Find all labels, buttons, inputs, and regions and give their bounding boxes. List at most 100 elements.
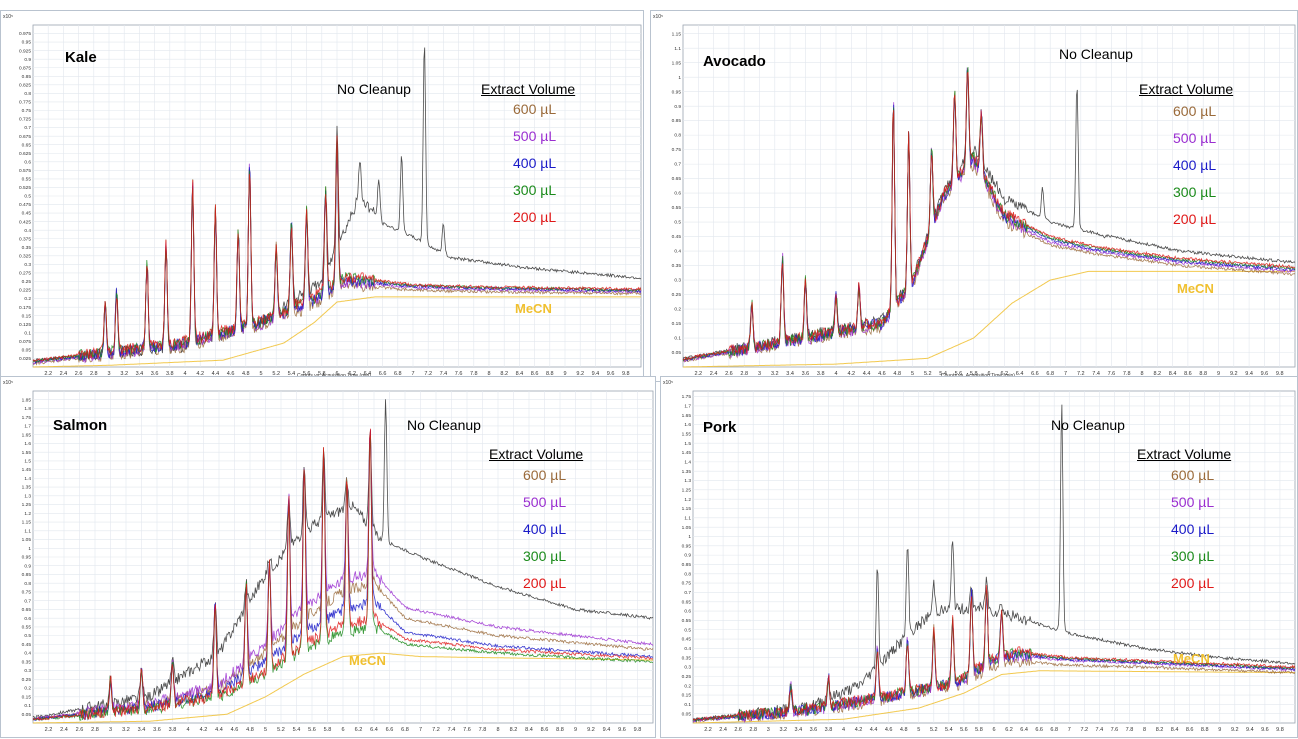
x-tick-label: 4.8 [242, 371, 250, 377]
series-line-nocleanup [32, 399, 654, 719]
y-multiplier: x10⁵ [3, 14, 14, 20]
y-tick-label: 1.45 [682, 450, 692, 456]
y-tick-label: 1.55 [22, 450, 32, 456]
x-tick-label: 3.2 [120, 371, 128, 377]
x-tick-label: 8.8 [546, 371, 554, 377]
x-tick-label: 4 [834, 371, 837, 377]
y-tick-label: 1.2 [684, 497, 691, 503]
y-tick-label: 0.55 [22, 177, 32, 183]
x-tick-label: 6 [335, 371, 338, 377]
y-tick-label: 1.7 [24, 424, 31, 430]
y-tick-label: 0.85 [682, 562, 692, 568]
y-tick-label: 0.125 [19, 322, 31, 328]
x-tick-label: 9 [1218, 727, 1221, 733]
series-line-300l [32, 435, 653, 722]
x-tick-label: 7 [411, 371, 414, 377]
series-line-mecn [693, 670, 1295, 724]
y-tick-label: 0.15 [22, 313, 32, 319]
y-tick-label: 1.25 [682, 487, 692, 493]
x-tick-label: 3.6 [802, 371, 810, 377]
x-tick-label: 5.2 [930, 727, 938, 733]
y-tick-label: 1.7 [684, 404, 691, 410]
legend-entry-600: 600 µL [1173, 103, 1217, 119]
series-line-200l [692, 584, 1296, 721]
y-tick-label: 1.4 [24, 476, 31, 482]
y-tick-label: 1.1 [684, 515, 691, 521]
y-tick-label: 0.5 [684, 627, 691, 633]
y-tick-label: 0.15 [672, 321, 682, 327]
x-tick-label: 9.2 [576, 371, 584, 377]
x-tick-label: 7.8 [1123, 371, 1131, 377]
x-tick-label: 4.8 [900, 727, 908, 733]
x-tick-label: 8.8 [556, 727, 564, 733]
x-tick-label: 3.8 [825, 727, 833, 733]
x-tick-label: 6.6 [1031, 371, 1039, 377]
series-line-200l [682, 71, 1296, 361]
x-tick-label: 4.4 [212, 371, 220, 377]
y-tick-label: 0.05 [682, 711, 692, 717]
legend: 600 µL 500 µL 400 µL 300 µL 200 µL [1171, 467, 1214, 602]
y-tick-label: 0.35 [22, 659, 32, 665]
x-tick-label: 2.2 [704, 727, 712, 733]
chart-panel-salmon: 2.2 2.4 2.6 2.8 3 3.2 3.4 3.6 3.8 4 4.2 4.4 4.6 4.8 5 5… [0, 376, 656, 738]
y-tick-label: 1.1 [674, 46, 681, 52]
y-tick-label: 0.8 [684, 571, 691, 577]
legend-entry-400: 400 µL [523, 521, 567, 537]
x-tick-label: 7 [1068, 727, 1071, 733]
x-tick-label: 7.6 [463, 727, 471, 733]
y-tick-label: 1.05 [682, 525, 692, 531]
y-tick-label: 0.425 [19, 219, 31, 225]
y-tick-label: 1.05 [672, 60, 682, 66]
legend-header: Extract Volume [489, 446, 584, 462]
y-tick-label: 0.2 [24, 296, 31, 302]
x-tick-label: 5 [911, 371, 914, 377]
y-tick-label: 0.35 [22, 245, 32, 251]
x-tick-label: 5.2 [924, 371, 932, 377]
y-tick-label: 0.1 [24, 330, 31, 336]
y-tick-label: 0.325 [19, 253, 31, 259]
chart-panel-kale: 2.2 2.4 2.6 2.8 3 3.2 3.4 3.6 3.8 4 4.2 4.4 4.6 4.8 5 5… [0, 10, 644, 382]
x-tick-label: 8.4 [1171, 727, 1179, 733]
x-tick-label: 7 [1064, 371, 1067, 377]
no-cleanup-label: No Cleanup [407, 417, 481, 433]
y-tick-label: 0.3 [24, 262, 31, 268]
y-tick-label: 0.15 [682, 693, 692, 699]
legend-entry-600: 600 µL [523, 467, 567, 483]
x-tick-label: 8.4 [1169, 371, 1177, 377]
gridlines [33, 391, 653, 723]
x-tick-label: 3.4 [795, 727, 803, 733]
x-tick-label: 7.2 [1080, 727, 1088, 733]
legend-header: Extract Volume [481, 81, 576, 97]
legend-entry-500: 500 µL [1171, 494, 1215, 510]
y-tick-label: 0.3 [24, 668, 31, 674]
y-tick-label: 0.15 [22, 694, 32, 700]
x-tick-label: 3 [758, 371, 761, 377]
y-tick-label: 0.875 [19, 65, 31, 71]
y-tick-label: 0.4 [684, 646, 691, 652]
x-tick-label: 9.2 [587, 727, 595, 733]
y-tick-label: 0.25 [22, 677, 32, 683]
x-tick-label: 3.4 [786, 371, 794, 377]
x-tick-label: 3.8 [166, 371, 174, 377]
y-tick-label: 0.7 [674, 162, 681, 168]
x-tick-label: 9.2 [1230, 371, 1238, 377]
y-tick-label: 1.55 [682, 431, 692, 437]
x-tick-label: 9.8 [622, 371, 630, 377]
y-tick-label: 0.65 [682, 599, 692, 605]
legend-entry-200: 200 µL [513, 209, 557, 225]
legend-header: Extract Volume [1137, 446, 1232, 462]
y-tick-label: 1.6 [24, 441, 31, 447]
y-tick-label: 0.6 [24, 159, 31, 165]
x-tick-label: 3.2 [122, 727, 130, 733]
x-tick-label: 9.4 [592, 371, 600, 377]
x-tick-label: 2.8 [740, 371, 748, 377]
y-tick-label: 0.475 [19, 202, 31, 208]
x-tick-label: 4.2 [855, 727, 863, 733]
x-tick-label: 7.2 [424, 371, 432, 377]
x-tick-label: 9.4 [1246, 727, 1254, 733]
y-tick-label: 0.9 [684, 553, 691, 559]
y-tick-label: 1.25 [22, 502, 32, 508]
y-tick-label: 0.65 [22, 142, 32, 148]
y-tick-label: 0.75 [22, 590, 32, 596]
x-tick-label: 3.8 [817, 371, 825, 377]
